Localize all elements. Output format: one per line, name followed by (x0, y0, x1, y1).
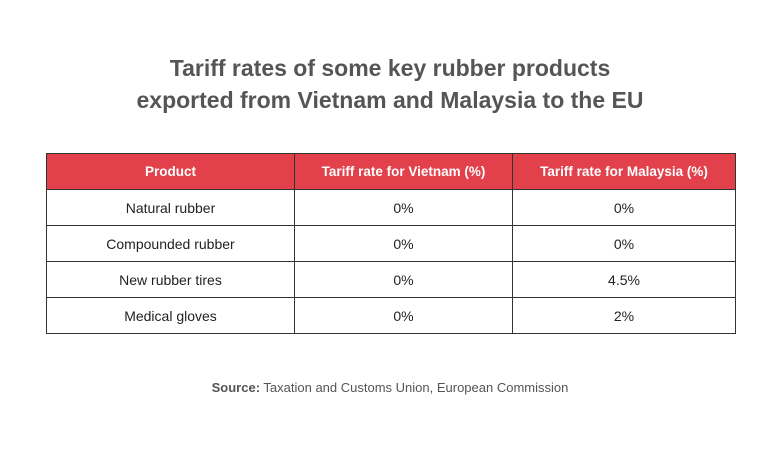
rate-cell: 0% (294, 261, 513, 298)
product-cell: New rubber tires (46, 261, 295, 298)
title-line: exported from Vietnam and Malaysia to th… (136, 87, 644, 113)
rate-cell: 0% (294, 297, 513, 334)
rate-cell: 0% (294, 189, 513, 226)
source-label: Source: (211, 380, 261, 395)
product-cell: Compounded rubber (46, 225, 295, 262)
rate-cell: 2% (512, 297, 736, 334)
header-cell: Product (46, 153, 295, 190)
product-cell: Natural rubber (46, 189, 295, 226)
table-row: New rubber tires 0% 4.5% (46, 261, 736, 298)
rate-cell: 0% (294, 225, 513, 262)
header-cell: Tariff rate for Malaysia (%) (512, 153, 736, 190)
source-text: Taxation and Customs Union, European Com… (263, 380, 569, 395)
table-row: Natural rubber 0% 0% (46, 189, 736, 226)
title: Tariff rates of some key rubber products… (0, 52, 780, 116)
source: Source: Taxation and Customs Union, Euro… (0, 380, 780, 395)
rate-cell: 0% (512, 189, 736, 226)
tariff-table: Product Tariff rate for Vietnam (%) Tariff… (46, 153, 736, 334)
header-row: Product Tariff rate for Vietnam (%) Tariff… (46, 153, 736, 190)
product-cell: Medical gloves (46, 297, 295, 334)
title-line: Tariff rates of some key rubber products (169, 55, 611, 81)
rate-cell: 4.5% (512, 261, 736, 298)
header-cell: Tariff rate for Vietnam (%) (294, 153, 513, 190)
table-row: Medical gloves 0% 2% (46, 297, 736, 334)
table-body: Natural rubber 0% 0% Compounded rubber 0% 0% N… (46, 189, 736, 334)
rate-cell: 0% (512, 225, 736, 262)
table-row: Compounded rubber 0% 0% (46, 225, 736, 262)
